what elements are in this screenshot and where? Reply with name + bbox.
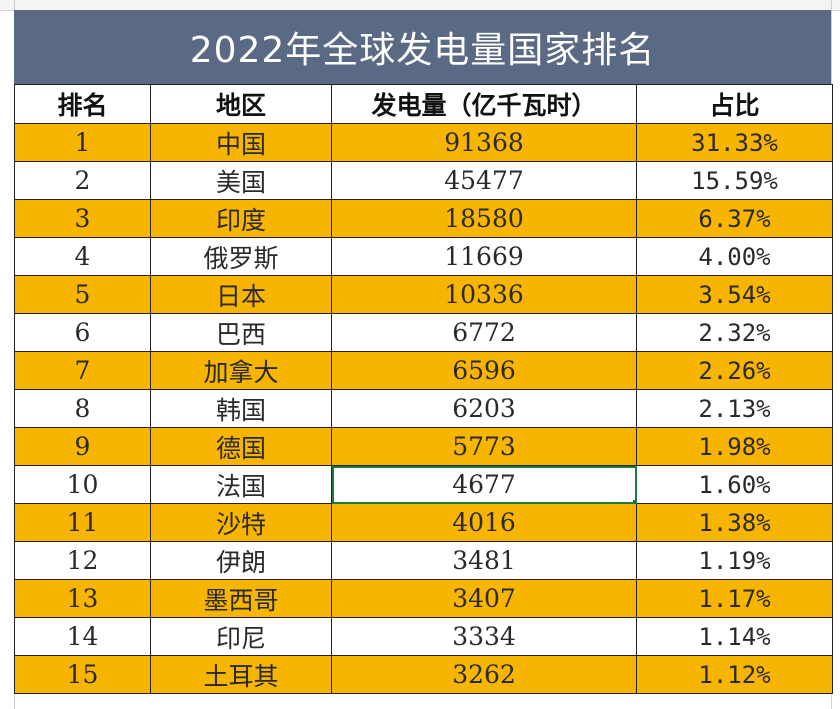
table-row: 14 印尼 3334 1.14%: [14, 617, 833, 656]
cell-region[interactable]: 美国: [150, 161, 332, 200]
table-row: 4 俄罗斯 11669 4.00%: [14, 237, 833, 276]
cell-rank[interactable]: 13: [14, 579, 151, 618]
cell-share[interactable]: 1.60%: [636, 465, 833, 504]
header-share[interactable]: 占比: [636, 84, 833, 124]
cell-share[interactable]: 1.98%: [636, 427, 833, 466]
cell-rank[interactable]: 14: [14, 617, 151, 656]
cell-generation[interactable]: 18580: [331, 199, 637, 238]
cell-rank[interactable]: 2: [14, 161, 151, 200]
cell-region[interactable]: 日本: [150, 275, 332, 314]
cell-generation[interactable]: 10336: [331, 275, 637, 314]
cell-rank[interactable]: 9: [14, 427, 151, 466]
ranking-table: 排名 地区 发电量（亿千瓦时） 占比 1 中国 91368 31.33% 2 美国 4547…: [14, 84, 833, 694]
table-row: 10 法国 4677 1.60%: [14, 465, 833, 504]
cell-rank[interactable]: 6: [14, 313, 151, 352]
cell-share[interactable]: 31.33%: [636, 123, 833, 162]
cell-region[interactable]: 俄罗斯: [150, 237, 332, 276]
cell-region[interactable]: 墨西哥: [150, 579, 332, 618]
table-row: 12 伊朗 3481 1.19%: [14, 541, 833, 580]
cell-region[interactable]: 加拿大: [150, 351, 332, 390]
cell-rank[interactable]: 10: [14, 465, 151, 504]
cell-rank[interactable]: 11: [14, 503, 151, 542]
cell-region[interactable]: 印尼: [150, 617, 332, 656]
cell-share[interactable]: 2.32%: [636, 313, 833, 352]
cell-rank[interactable]: 8: [14, 389, 151, 428]
cell-region[interactable]: 德国: [150, 427, 332, 466]
table-row: 7 加拿大 6596 2.26%: [14, 351, 833, 390]
cell-region[interactable]: 沙特: [150, 503, 332, 542]
cell-region[interactable]: 巴西: [150, 313, 332, 352]
header-row: 排名 地区 发电量（亿千瓦时） 占比: [14, 84, 833, 124]
table-row: 8 韩国 6203 2.13%: [14, 389, 833, 428]
table-title[interactable]: 2022年全球发电量国家排名: [14, 10, 831, 86]
cell-share[interactable]: 2.26%: [636, 351, 833, 390]
cell-rank[interactable]: 3: [14, 199, 151, 238]
cell-rank[interactable]: 5: [14, 275, 151, 314]
cell-region[interactable]: 土耳其: [150, 655, 332, 694]
table-row: 11 沙特 4016 1.38%: [14, 503, 833, 542]
cell-generation[interactable]: 3407: [331, 579, 637, 618]
cell-generation[interactable]: 91368: [331, 123, 637, 162]
cell-generation[interactable]: 3262: [331, 655, 637, 694]
cell-share[interactable]: 1.14%: [636, 617, 833, 656]
table-row: 5 日本 10336 3.54%: [14, 275, 833, 314]
cell-generation[interactable]: 6203: [331, 389, 637, 428]
cell-region[interactable]: 法国: [150, 465, 332, 504]
table-body: 1 中国 91368 31.33% 2 美国 45477 15.59% 3 印度 18580 6.37…: [14, 123, 833, 694]
cell-generation[interactable]: 3334: [331, 617, 637, 656]
table-row: 3 印度 18580 6.37%: [14, 199, 833, 238]
cell-rank[interactable]: 4: [14, 237, 151, 276]
cell-share[interactable]: 1.12%: [636, 655, 833, 694]
table-row: 2 美国 45477 15.59%: [14, 161, 833, 200]
cell-region[interactable]: 韩国: [150, 389, 332, 428]
cell-share[interactable]: 15.59%: [636, 161, 833, 200]
fill-handle[interactable]: [633, 500, 636, 503]
table-row: 6 巴西 6772 2.32%: [14, 313, 833, 352]
table-row: 1 中国 91368 31.33%: [14, 123, 833, 162]
cell-rank[interactable]: 1: [14, 123, 151, 162]
cell-generation[interactable]: 3481: [331, 541, 637, 580]
cell-generation[interactable]: 45477: [331, 161, 637, 200]
cell-rank[interactable]: 15: [14, 655, 151, 694]
cell-share[interactable]: 2.13%: [636, 389, 833, 428]
cell-region[interactable]: 中国: [150, 123, 332, 162]
table-row: 13 墨西哥 3407 1.17%: [14, 579, 833, 618]
cell-generation-selected[interactable]: 4677: [331, 465, 637, 504]
cell-share[interactable]: 3.54%: [636, 275, 833, 314]
table-row: 15 土耳其 3262 1.12%: [14, 655, 833, 694]
cell-rank[interactable]: 7: [14, 351, 151, 390]
cell-share[interactable]: 1.38%: [636, 503, 833, 542]
cell-generation[interactable]: 11669: [331, 237, 637, 276]
cell-generation[interactable]: 6772: [331, 313, 637, 352]
cell-share[interactable]: 1.19%: [636, 541, 833, 580]
header-rank[interactable]: 排名: [14, 84, 151, 124]
cell-region[interactable]: 印度: [150, 199, 332, 238]
table-row: 9 德国 5773 1.98%: [14, 427, 833, 466]
cell-generation[interactable]: 4016: [331, 503, 637, 542]
cell-share[interactable]: 6.37%: [636, 199, 833, 238]
cell-share[interactable]: 1.17%: [636, 579, 833, 618]
cell-rank[interactable]: 12: [14, 541, 151, 580]
cell-share[interactable]: 4.00%: [636, 237, 833, 276]
cell-generation[interactable]: 5773: [331, 427, 637, 466]
header-region[interactable]: 地区: [150, 84, 332, 124]
cell-region[interactable]: 伊朗: [150, 541, 332, 580]
header-generation[interactable]: 发电量（亿千瓦时）: [331, 84, 637, 124]
cell-generation[interactable]: 6596: [331, 351, 637, 390]
